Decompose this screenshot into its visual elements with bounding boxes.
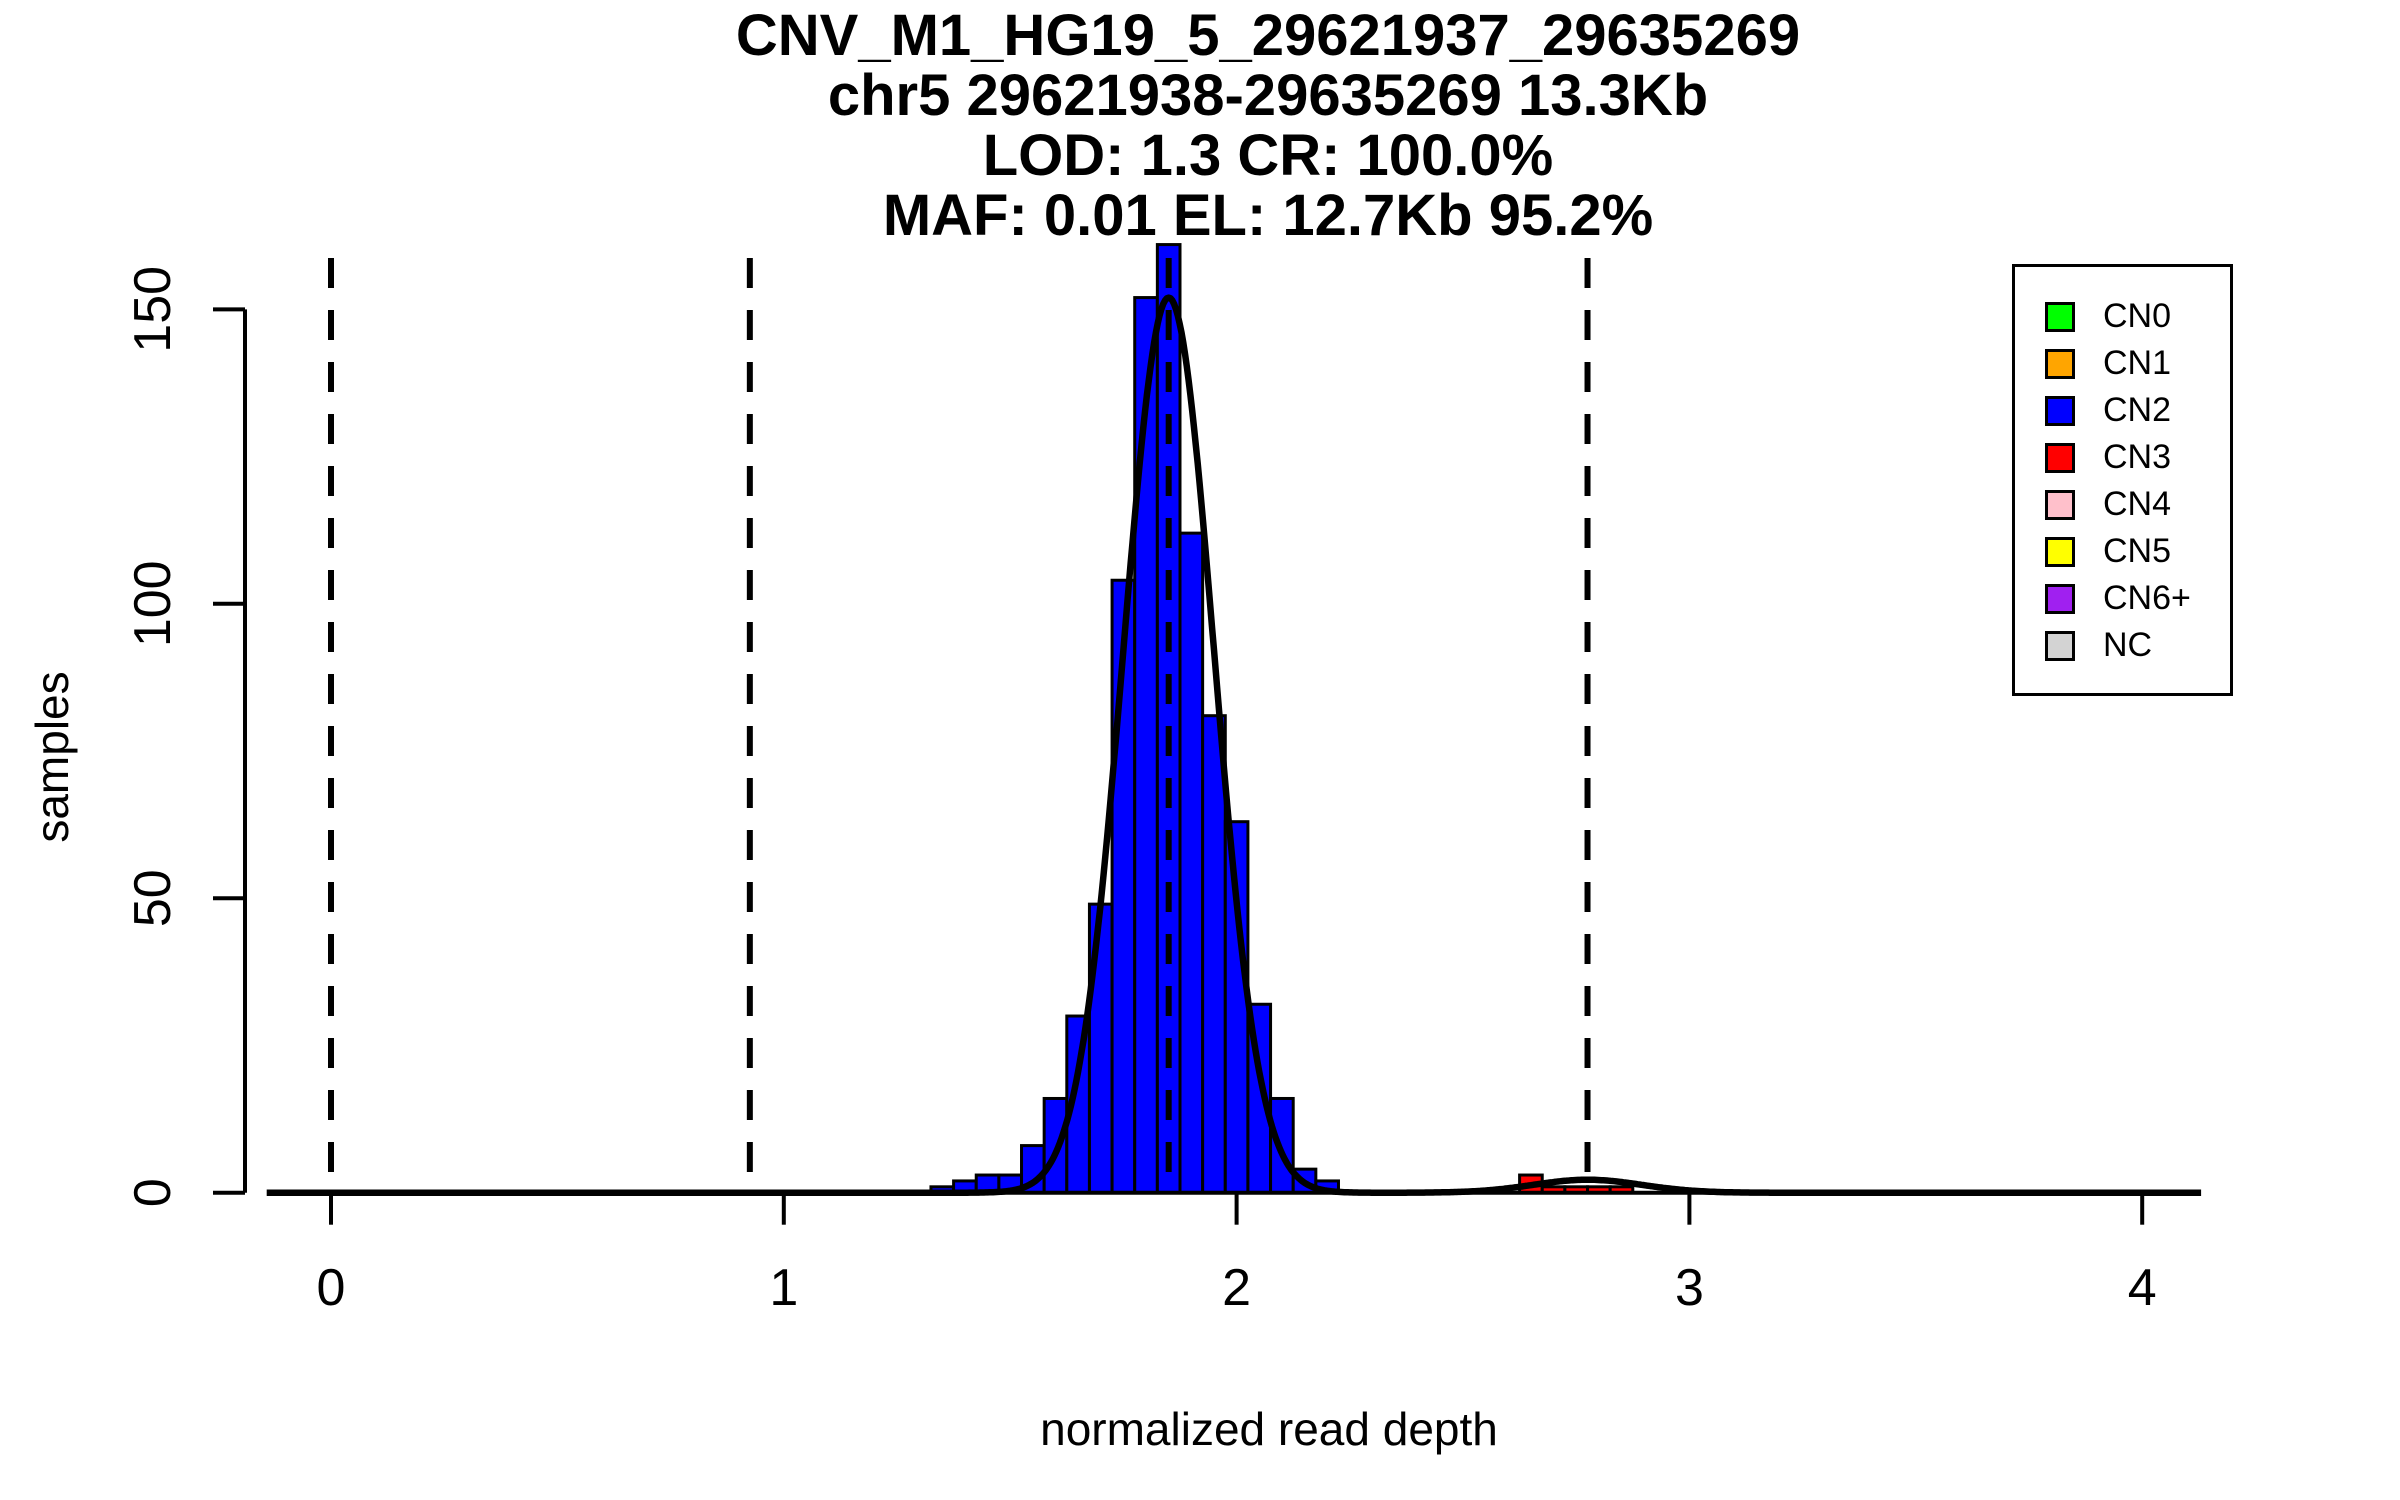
histogram-bar-cn2 [1178,531,1205,1195]
y-tick-label: 150 [124,266,182,353]
legend-item-cn3: CN3 [2015,434,2230,481]
legend-swatch-cn4 [2045,489,2075,520]
title-line-4: MAF: 0.01 EL: 12.7Kb 95.2% [882,183,1654,248]
legend-label: CN5 [2103,532,2172,570]
legend-swatch-cn5 [2045,536,2075,567]
legend-swatch-cn0 [2045,301,2075,332]
legend-item-cn0: CN0 [2015,293,2230,340]
y-axis-label: samples [26,671,78,843]
legend-item-nc: NC [2015,622,2230,669]
legend-label: CN1 [2103,344,2172,382]
x-axis-label: normalized read depth [1040,1403,1498,1455]
title-line-1: CNV_M1_HG19_5_29621937_29635269 [735,3,1801,68]
x-tick-label: 0 [317,1259,346,1317]
histogram-bar-cn2 [1201,714,1227,1195]
legend-swatch-nc [2045,630,2075,661]
legend-swatch-cn1 [2045,348,2075,379]
legend-label: CN2 [2103,391,2172,429]
legend-swatch-cn6plus [2045,583,2075,614]
legend-label: CN3 [2103,438,2172,476]
legend-label: CN0 [2103,297,2172,335]
y-tick-label: 50 [124,869,182,927]
x-tick-label: 3 [1675,1259,1704,1317]
legend-item-cn5: CN5 [2015,528,2230,575]
legend-label: CN4 [2103,485,2172,523]
legend-item-cn4: CN4 [2015,481,2230,528]
legend-swatch-cn2 [2045,395,2075,426]
x-tick-label: 4 [2128,1259,2157,1317]
y-tick-label: 0 [124,1178,182,1207]
legend-label: NC [2103,626,2153,664]
y-tick-label: 100 [124,560,182,647]
x-tick-label: 2 [1222,1259,1251,1317]
plot-title: CNV_M1_HG19_5_29621937_29635269 chr5 296… [268,6,2268,246]
legend-label: CN6+ [2103,579,2191,617]
title-line-3: LOD: 1.3 CR: 100.0% [982,123,1554,188]
x-tick-label: 1 [769,1259,798,1317]
legend-item-cn2: CN2 [2015,387,2230,434]
legend-swatch-cn3 [2045,442,2075,473]
title-line-2: chr5 29621938-29635269 13.3Kb [827,63,1709,128]
legend-box: CN0 CN1 CN2 CN3 CN4 CN5 CN6+ NC [2012,264,2233,696]
legend-item-cn1: CN1 [2015,340,2230,387]
legend-item-cn6plus: CN6+ [2015,575,2230,622]
